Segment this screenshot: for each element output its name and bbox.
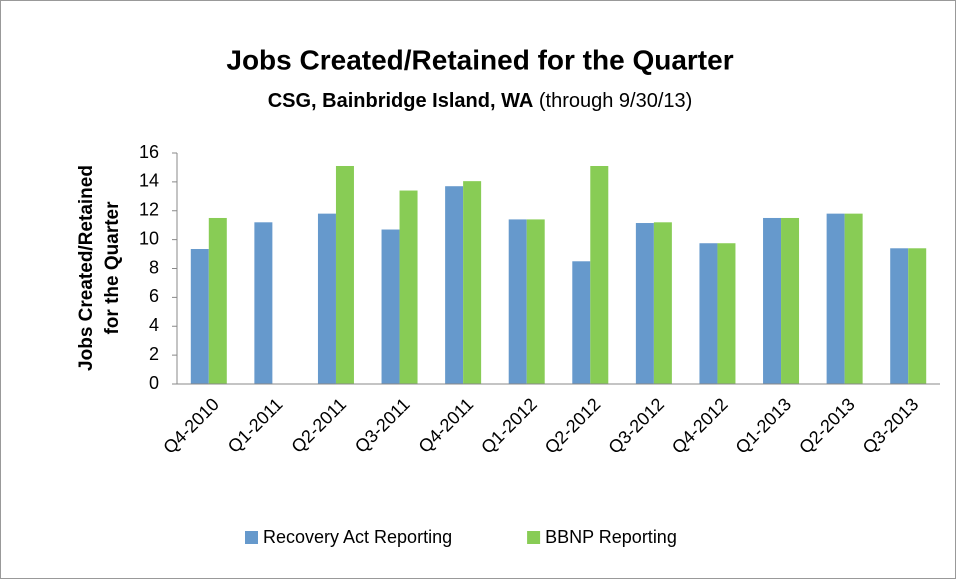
chart-subtitle: CSG, Bainbridge Island, WA (through 9/30… <box>268 90 693 112</box>
bar <box>317 213 336 384</box>
bar <box>890 248 909 384</box>
subtitle-main: CSG, Bainbridge Island, WA <box>268 90 534 112</box>
bar <box>508 219 527 384</box>
chart-title: Jobs Created/Retained for the Quarter <box>226 44 733 75</box>
bar <box>463 181 482 384</box>
y-tick-label: 2 <box>149 344 159 364</box>
y-axis-title-line: for the Quarter <box>102 201 123 335</box>
y-tick-label: 14 <box>139 171 159 191</box>
bar <box>526 219 545 384</box>
bar <box>717 243 736 384</box>
legend-swatch <box>245 531 258 544</box>
bar <box>635 223 654 384</box>
bar <box>254 222 273 384</box>
bar <box>335 165 354 384</box>
bar <box>445 186 464 384</box>
bar <box>699 243 718 384</box>
bar <box>572 261 591 384</box>
legend-label: BBNP Reporting <box>545 527 677 547</box>
bar <box>908 248 927 384</box>
bar <box>844 213 863 384</box>
y-axis-title: Jobs Created/Retained for the Quarter <box>76 165 123 371</box>
bar <box>190 249 209 384</box>
bar <box>781 217 800 384</box>
y-tick-label: 16 <box>139 142 159 162</box>
y-tick-label: 0 <box>149 373 159 393</box>
y-tick-label: 8 <box>149 257 159 277</box>
bar <box>381 229 400 384</box>
y-tick-label: 12 <box>139 200 159 220</box>
y-tick-label: 10 <box>139 228 159 248</box>
bar <box>763 217 782 384</box>
bar <box>399 190 418 384</box>
bar <box>826 213 845 384</box>
legend-label: Recovery Act Reporting <box>263 527 452 547</box>
bar <box>590 165 609 384</box>
y-tick-label: 4 <box>149 315 159 335</box>
y-tick-label: 6 <box>149 286 159 306</box>
y-axis-title-line: Jobs Created/Retained <box>76 165 97 371</box>
bar <box>208 217 227 384</box>
subtitle-note: (through 9/30/13) <box>539 90 692 112</box>
bar <box>653 222 672 384</box>
legend-swatch <box>527 531 541 544</box>
